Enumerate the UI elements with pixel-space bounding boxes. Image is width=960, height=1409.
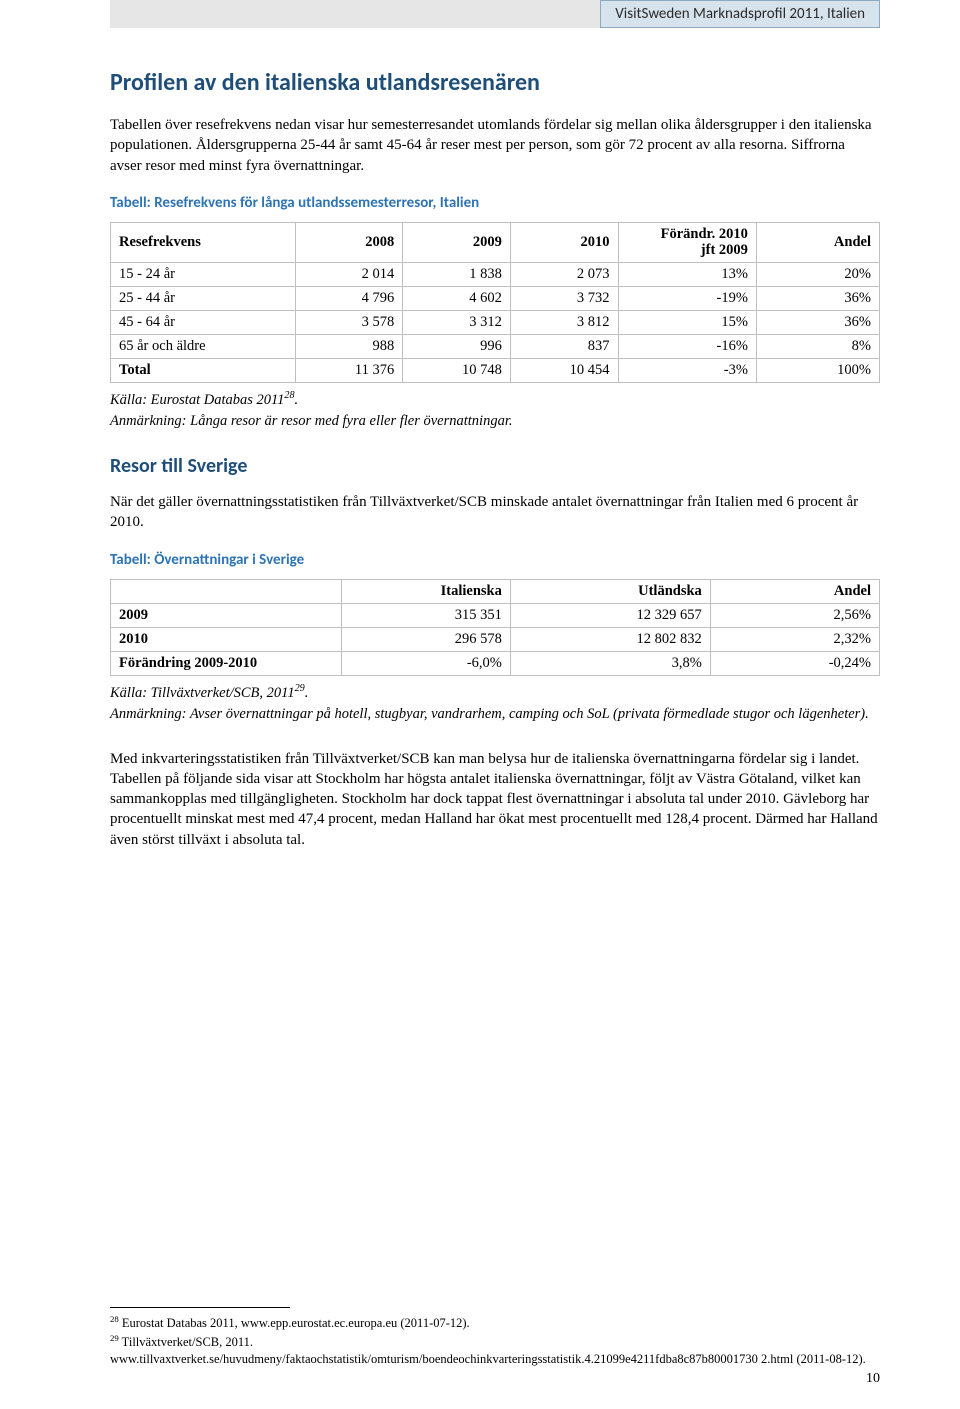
t1-col-2008: 2008 — [295, 222, 403, 262]
t2-src-ref: 29 — [295, 683, 305, 694]
table-row: Förändring 2009-2010 -6,0% 3,8% -0,24% — [111, 651, 880, 675]
table1-source: Källa: Eurostat Databas 201128. — [110, 389, 880, 410]
table-row: 25 - 44 år 4 796 4 602 3 732 -19% 36% — [111, 287, 880, 311]
t2-r0-v3: 2,56% — [710, 603, 879, 627]
t1-r1-label: 25 - 44 år — [111, 287, 296, 311]
t2-r1-label: 2010 — [111, 627, 342, 651]
t2-col-andel: Andel — [710, 579, 879, 603]
t2-r1-v3: 2,32% — [710, 627, 879, 651]
t1-r4-v2: 10 748 — [403, 359, 511, 383]
page-number: 10 — [866, 1371, 880, 1387]
t1-r4-v3: 10 454 — [510, 359, 618, 383]
t1-src-suffix: . — [295, 392, 299, 408]
t1-r3-label: 65 år och äldre — [111, 335, 296, 359]
t1-r2-v5: 36% — [756, 311, 879, 335]
t2-r0-v1: 315 351 — [341, 603, 510, 627]
t1-src-prefix: Källa: Eurostat Databas 2011 — [110, 392, 284, 408]
t2-src-suffix: . — [305, 684, 309, 700]
section2-intro: När det gäller övernattningsstatistiken … — [110, 492, 880, 533]
fn29-text: Tillväxtverket/SCB, 2011. www.tillvaxtve… — [110, 1336, 866, 1366]
footnote-28: 28 Eurostat Databas 2011, www.epp.eurost… — [110, 1314, 880, 1331]
t1-col-2009: 2009 — [403, 222, 511, 262]
table2-source: Källa: Tillväxtverket/SCB, 201129. — [110, 682, 880, 703]
table1-caption: Tabell: Resefrekvens för långa utlandsse… — [110, 194, 880, 212]
t2-r2-v1: -6,0% — [341, 651, 510, 675]
table2-caption: Tabell: Övernattningar i Sverige — [110, 551, 880, 569]
t2-src-prefix: Källa: Tillväxtverket/SCB, 2011 — [110, 684, 295, 700]
table2-header-row: Italienska Utländska Andel — [111, 579, 880, 603]
t1-r0-v5: 20% — [756, 263, 879, 287]
t1-col-andel: Andel — [756, 222, 879, 262]
t1-r4-v4: -3% — [618, 359, 756, 383]
t1-col-2010: 2010 — [510, 222, 618, 262]
t1-r0-v2: 1 838 — [403, 263, 511, 287]
fn28-text: Eurostat Databas 2011, www.epp.eurostat.… — [119, 1316, 470, 1330]
table-row: 2009 315 351 12 329 657 2,56% — [111, 603, 880, 627]
t2-r1-v2: 12 802 832 — [510, 627, 710, 651]
t2-r0-label: 2009 — [111, 603, 342, 627]
header-stripe — [110, 0, 600, 28]
t1-r0-v3: 2 073 — [510, 263, 618, 287]
table-row: 65 år och äldre 988 996 837 -16% 8% — [111, 335, 880, 359]
t2-r2-label: Förändring 2009-2010 — [111, 651, 342, 675]
t1-r0-label: 15 - 24 år — [111, 263, 296, 287]
t1-r2-v4: 15% — [618, 311, 756, 335]
section-title: Profilen av den italienska utlandsresenä… — [110, 68, 880, 97]
t2-r2-v2: 3,8% — [510, 651, 710, 675]
table-row: 2010 296 578 12 802 832 2,32% — [111, 627, 880, 651]
t1-src-ref: 28 — [284, 390, 294, 401]
t1-col-change-l1: Förändr. 2010 — [661, 226, 748, 242]
t1-r0-v4: 13% — [618, 263, 756, 287]
t2-r2-v3: -0,24% — [710, 651, 879, 675]
t1-col-change: Förändr. 2010 jft 2009 — [618, 222, 756, 262]
t1-r2-label: 45 - 64 år — [111, 311, 296, 335]
table-row: 45 - 64 år 3 578 3 312 3 812 15% 36% — [111, 311, 880, 335]
t1-r3-v4: -16% — [618, 335, 756, 359]
footnote-rule — [110, 1307, 290, 1308]
t1-r2-v2: 3 312 — [403, 311, 511, 335]
t1-r2-v1: 3 578 — [295, 311, 403, 335]
footnote-29: 29 Tillväxtverket/SCB, 2011. www.tillvax… — [110, 1333, 880, 1367]
t1-r3-v3: 837 — [510, 335, 618, 359]
t1-r1-v5: 36% — [756, 287, 879, 311]
t2-r1-v1: 296 578 — [341, 627, 510, 651]
table-row: 15 - 24 år 2 014 1 838 2 073 13% 20% — [111, 263, 880, 287]
t1-r1-v2: 4 602 — [403, 287, 511, 311]
t1-r4-v1: 11 376 — [295, 359, 403, 383]
doc-title: VisitSweden Marknadsprofil 2011, Italien — [615, 5, 865, 23]
t2-col0 — [111, 579, 342, 603]
t1-r4-v5: 100% — [756, 359, 879, 383]
doc-title-box: VisitSweden Marknadsprofil 2011, Italien — [600, 0, 880, 28]
t1-col-resefrekvens: Resefrekvens — [111, 222, 296, 262]
t2-r0-v2: 12 329 657 — [510, 603, 710, 627]
t2-col-italienska: Italienska — [341, 579, 510, 603]
table1-note: Anmärkning: Långa resor är resor med fyr… — [110, 412, 880, 432]
table-row: Total 11 376 10 748 10 454 -3% 100% — [111, 359, 880, 383]
t1-r2-v3: 3 812 — [510, 311, 618, 335]
t1-r1-v3: 3 732 — [510, 287, 618, 311]
intro-paragraph: Tabellen över resefrekvens nedan visar h… — [110, 115, 880, 176]
t1-r3-v2: 996 — [403, 335, 511, 359]
t2-col-utlandska: Utländska — [510, 579, 710, 603]
t1-r4-label: Total — [111, 359, 296, 383]
table2: Italienska Utländska Andel 2009 315 351 … — [110, 579, 880, 676]
paragraph-3: Med inkvarteringsstatistiken från Tillvä… — [110, 749, 880, 850]
t1-r1-v1: 4 796 — [295, 287, 403, 311]
t1-col-change-l2: jft 2009 — [701, 242, 748, 258]
t1-r3-v1: 988 — [295, 335, 403, 359]
header-bar: VisitSweden Marknadsprofil 2011, Italien — [110, 0, 880, 28]
table2-note: Anmärkning: Avser övernattningar på hote… — [110, 705, 880, 725]
t1-r0-v1: 2 014 — [295, 263, 403, 287]
table1: Resefrekvens 2008 2009 2010 Förändr. 201… — [110, 222, 880, 383]
table1-header-row: Resefrekvens 2008 2009 2010 Förändr. 201… — [111, 222, 880, 262]
t1-r3-v5: 8% — [756, 335, 879, 359]
page: VisitSweden Marknadsprofil 2011, Italien… — [0, 0, 960, 1409]
footnotes: 28 Eurostat Databas 2011, www.epp.eurost… — [110, 1307, 880, 1369]
fn29-num: 29 — [110, 1333, 119, 1343]
section2-title: Resor till Sverige — [110, 454, 880, 478]
t1-r1-v4: -19% — [618, 287, 756, 311]
fn28-num: 28 — [110, 1314, 119, 1324]
